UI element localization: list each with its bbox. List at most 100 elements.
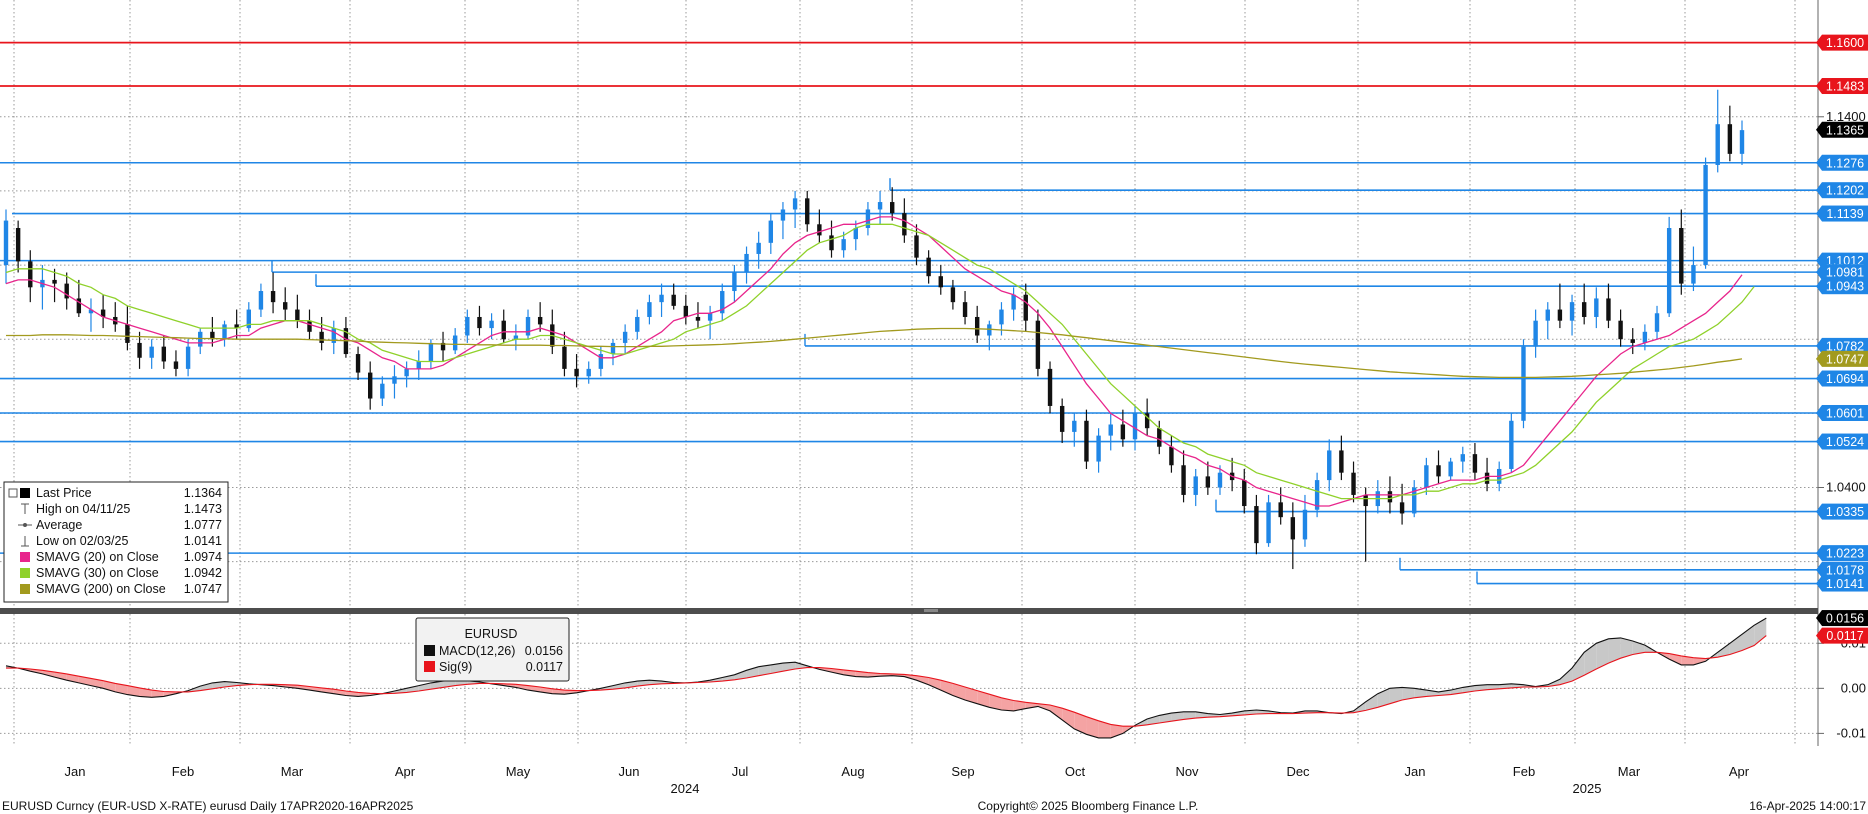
- candle-body: [525, 316, 531, 336]
- horizontal-lines: [0, 41, 1818, 585]
- legend-value: 1.0141: [184, 534, 222, 548]
- macd-tag-arrow: [1816, 627, 1822, 644]
- macd-legend-value: 0.0156: [525, 644, 563, 658]
- hline-tag-bg: [1822, 78, 1868, 95]
- panel-divider[interactable]: [0, 608, 1818, 614]
- hline-tag-text: 1.0694: [1826, 372, 1864, 386]
- footer-copyright: Copyright© 2025 Bloomberg Finance L.P.: [978, 799, 1199, 813]
- x-month-label: May: [506, 764, 531, 779]
- x-month-label: Jun: [619, 764, 640, 779]
- macd-legend-rows: MACD(12,26) 0.0156 Sig(9) 0.0117: [424, 644, 563, 674]
- candle-body: [1630, 339, 1635, 343]
- macd-fill: [1438, 690, 1451, 696]
- macd-fill: [1487, 684, 1500, 690]
- macd-y-tick-label: -0.01: [1836, 725, 1866, 740]
- candle-body: [404, 368, 409, 377]
- legend-value: 1.0777: [184, 518, 222, 532]
- candle-body: [744, 253, 749, 273]
- legend-marker-color: [20, 552, 30, 562]
- candle-body: [331, 328, 336, 343]
- candle-body: [149, 346, 154, 358]
- hline-tag-bg: [1822, 404, 1868, 421]
- candle-body: [1059, 405, 1065, 432]
- hline-tag-arrow: [1816, 264, 1822, 281]
- macd-fill: [418, 682, 431, 692]
- macd-line: [5, 617, 1767, 739]
- macd-fill: [115, 683, 128, 695]
- y-tick-label: 1.1400: [1826, 109, 1866, 124]
- hline-tag-bg: [1822, 503, 1868, 520]
- macd-fill: [965, 686, 978, 704]
- candle-body: [659, 294, 664, 303]
- hline-tag-text: 1.0943: [1826, 280, 1864, 294]
- macd-tag-text: 0.0156: [1826, 612, 1864, 626]
- macd-fill: [1681, 655, 1694, 665]
- candle-body: [3, 220, 9, 266]
- candle-body: [416, 361, 421, 369]
- x-year-label: 2025: [1573, 781, 1602, 796]
- candle-body: [52, 279, 57, 284]
- legend-label: Low on 02/03/25: [36, 534, 128, 548]
- candle-body: [1545, 309, 1550, 321]
- macd-fill: [1183, 711, 1196, 720]
- x-month-label: Dec: [1286, 764, 1310, 779]
- hline-tag-arrow: [1816, 252, 1822, 269]
- macd-fill: [1086, 716, 1099, 738]
- macd-tag-text: 0.0117: [1826, 629, 1863, 643]
- candle-body: [1715, 124, 1720, 165]
- candle-body: [1727, 124, 1733, 154]
- macd-tag-arrow: [1816, 610, 1822, 627]
- y-tick-label: 1.0400: [1826, 480, 1866, 495]
- panel-divider-handle[interactable]: [924, 609, 938, 612]
- price-tag-text: 1.1365: [1826, 123, 1864, 137]
- hline-tag-bg: [1822, 545, 1868, 562]
- hline-tag-text: 1.0335: [1826, 505, 1864, 519]
- hline-tag-bg: [1822, 34, 1868, 51]
- macd-fill: [1062, 708, 1075, 729]
- price-legend-rows: Last Price 1.1364 High on 04/11/25 1.1473 Av…: [8, 486, 222, 596]
- price-tag-bg: [1822, 350, 1868, 367]
- macd-fill: [1499, 683, 1512, 689]
- candle-body: [829, 235, 834, 251]
- candle-body: [610, 342, 616, 355]
- candle-body: [1594, 298, 1599, 317]
- candle-body: [1157, 428, 1162, 447]
- macd-fill: [1001, 697, 1014, 711]
- candle-body: [987, 324, 992, 336]
- legend-marker-color: [20, 584, 30, 594]
- macd-fill: [564, 690, 577, 695]
- x-month-label: Mar: [1618, 764, 1641, 779]
- candle-body: [234, 324, 239, 329]
- hline-tag-bg: [1822, 337, 1868, 354]
- candle-body: [1509, 420, 1514, 469]
- candle-body: [999, 309, 1004, 325]
- macd-fill: [977, 690, 990, 708]
- legend-label: Last Price: [36, 486, 92, 500]
- macd-fill: [139, 687, 152, 698]
- hline-tag-arrow: [1816, 337, 1822, 354]
- candle-body: [1278, 502, 1283, 518]
- hline-tag-text: 1.0524: [1826, 435, 1864, 449]
- x-month-label: Aug: [841, 764, 864, 779]
- macd-y-tick-label: 0.00: [1841, 680, 1866, 695]
- macd-fill: [1037, 703, 1051, 711]
- macd-fill: [1693, 657, 1706, 665]
- candle-body: [1424, 465, 1429, 488]
- ma-line: [5, 223, 1755, 500]
- candle-body: [1023, 294, 1028, 321]
- candle-body: [586, 368, 591, 377]
- candle-body: [283, 302, 288, 310]
- hline-tag-arrow: [1816, 78, 1822, 95]
- candle-body: [295, 309, 300, 321]
- candle-body: [185, 346, 191, 369]
- x-month-label: Oct: [1065, 764, 1086, 779]
- macd-fill: [940, 680, 953, 696]
- candle-body: [1691, 265, 1696, 284]
- candle-body: [1302, 509, 1308, 540]
- candle-body: [1606, 298, 1611, 321]
- candle-body: [732, 272, 737, 292]
- candle-body: [647, 302, 652, 317]
- candle-body: [137, 342, 142, 358]
- hline-tag-text: 1.0981: [1826, 266, 1864, 280]
